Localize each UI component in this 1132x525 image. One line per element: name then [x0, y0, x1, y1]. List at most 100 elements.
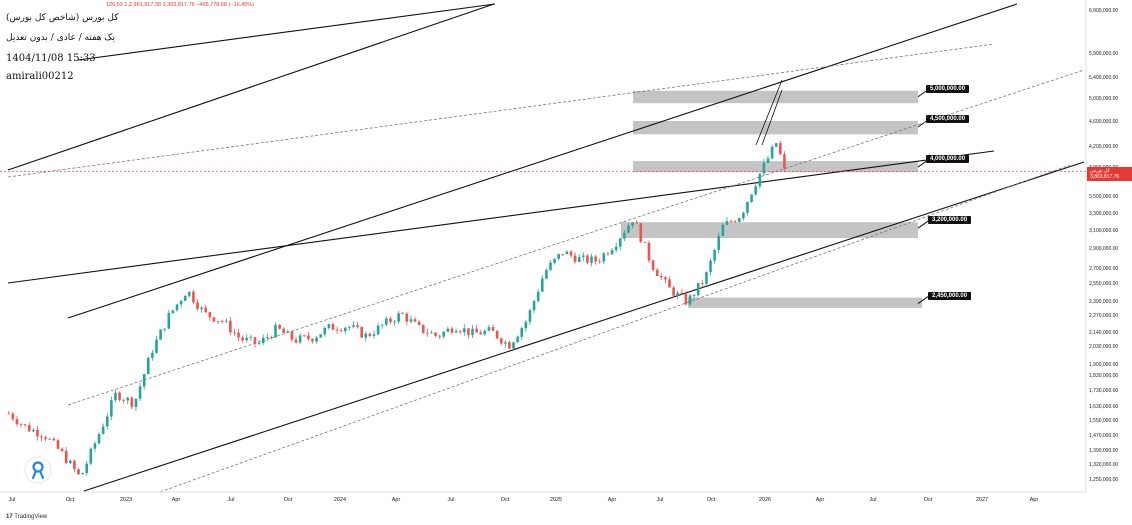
- candle-body: [458, 331, 462, 333]
- candle-body: [290, 331, 294, 340]
- candle-body: [380, 324, 384, 326]
- zone-label: 4,500,000.00: [926, 114, 970, 123]
- candle-body: [114, 392, 117, 401]
- candle-body: [446, 328, 450, 332]
- candle-body: [668, 279, 671, 288]
- last-price-badge: کل بورس 3,863,817.76: [1087, 167, 1132, 182]
- y-tick-label: 2,550,000.00: [1089, 281, 1119, 288]
- candle-body: [64, 450, 68, 463]
- zones-layer: [621, 89, 929, 308]
- candle-body: [688, 295, 692, 305]
- app-logo-icon[interactable]: [24, 456, 52, 484]
- x-tick-label: Apr: [815, 497, 825, 503]
- candle-body: [352, 325, 355, 327]
- author-name: amirali00212: [6, 71, 74, 82]
- candle-body: [364, 333, 368, 338]
- candle-body: [27, 425, 31, 432]
- candle-body: [36, 429, 39, 437]
- candle-body: [286, 331, 290, 333]
- candle-body: [487, 327, 491, 331]
- trend-line: [7, 43, 995, 178]
- candle-body: [701, 283, 704, 284]
- candle-body: [737, 218, 741, 222]
- candle-body: [237, 332, 240, 338]
- candle-body: [122, 400, 125, 401]
- price-zone: [621, 222, 918, 239]
- candle-body: [627, 225, 630, 233]
- x-tick-label: Jul: [227, 497, 235, 503]
- candle-body: [413, 319, 417, 322]
- candle-body: [742, 212, 745, 219]
- candle-body: [758, 173, 762, 187]
- candle-body: [97, 434, 101, 444]
- x-tick-label: Jul: [8, 497, 16, 503]
- candle-body: [680, 292, 684, 294]
- candle-body: [770, 146, 774, 159]
- x-tick-label: Oct: [65, 497, 75, 503]
- candle-body: [282, 328, 286, 333]
- y-tick-label: 1,320,000.00: [1089, 462, 1119, 469]
- candle-body: [196, 302, 199, 309]
- candle-body: [216, 321, 220, 322]
- candle-body: [598, 261, 602, 263]
- candle-body: [278, 324, 281, 329]
- tradingview-icon: 17: [6, 514, 13, 520]
- candle-body: [397, 313, 400, 322]
- candle-body: [405, 313, 409, 322]
- candle-body: [766, 158, 770, 163]
- trend-line: [159, 164, 1071, 493]
- candle-body: [540, 278, 544, 292]
- candle-body: [323, 328, 327, 335]
- x-tick-label: Apr: [1029, 497, 1039, 503]
- trend-line: [761, 89, 783, 146]
- y-tick-label: 2,140,000.00: [1089, 329, 1119, 336]
- candle-body: [389, 318, 392, 323]
- candle-body: [655, 269, 659, 276]
- zone-label: 5,000,000.00: [926, 84, 970, 93]
- candle-body: [77, 469, 80, 475]
- candle-body: [372, 334, 376, 336]
- candle-body: [536, 291, 540, 301]
- candle-body: [118, 392, 121, 401]
- x-tick-label: Apr: [171, 497, 181, 503]
- candle-body: [454, 331, 458, 333]
- candle-body: [631, 222, 634, 226]
- x-tick-label: 2024: [333, 497, 347, 503]
- candle-body: [651, 260, 655, 270]
- y-tick-label: 3,500,000.00: [1089, 194, 1119, 201]
- candle-body: [15, 419, 19, 425]
- candle-body: [553, 258, 556, 263]
- candle-body: [635, 222, 638, 224]
- candle-body: [311, 338, 314, 342]
- timestamp: 1404/11/08 15:33: [6, 53, 96, 64]
- candle-body: [532, 300, 536, 311]
- candle-body: [110, 400, 113, 417]
- candle-body: [69, 460, 72, 463]
- y-tick-label: 2,900,000.00: [1089, 246, 1119, 253]
- y-tick-label: 1,250,000.00: [1089, 477, 1119, 484]
- x-tick-label: Jul: [447, 497, 455, 503]
- trend-line: [755, 79, 783, 146]
- y-tick-label: 4,600,000.00: [1089, 119, 1119, 126]
- y-tick-label: 1,390,000.00: [1089, 448, 1119, 455]
- candle-body: [393, 321, 396, 323]
- candle-body: [105, 416, 109, 427]
- candle-body: [253, 337, 257, 344]
- x-tick-label: 2027: [975, 497, 989, 503]
- y-tick-label: 5,400,000.00: [1089, 75, 1119, 82]
- candle-body: [602, 253, 606, 262]
- candle-body: [750, 194, 753, 202]
- candle-body: [586, 255, 589, 263]
- trend-line: [7, 3, 495, 171]
- x-tick-label: 2023: [119, 497, 133, 503]
- candle-body: [577, 257, 581, 262]
- candle-body: [647, 242, 651, 261]
- candle-body: [729, 221, 733, 222]
- candle-body: [483, 330, 487, 335]
- candle-body: [434, 332, 437, 336]
- footer-brand: 17 TradingView: [6, 514, 47, 520]
- candle-body: [508, 342, 511, 349]
- candle-body: [495, 330, 499, 339]
- candle-body: [471, 328, 474, 335]
